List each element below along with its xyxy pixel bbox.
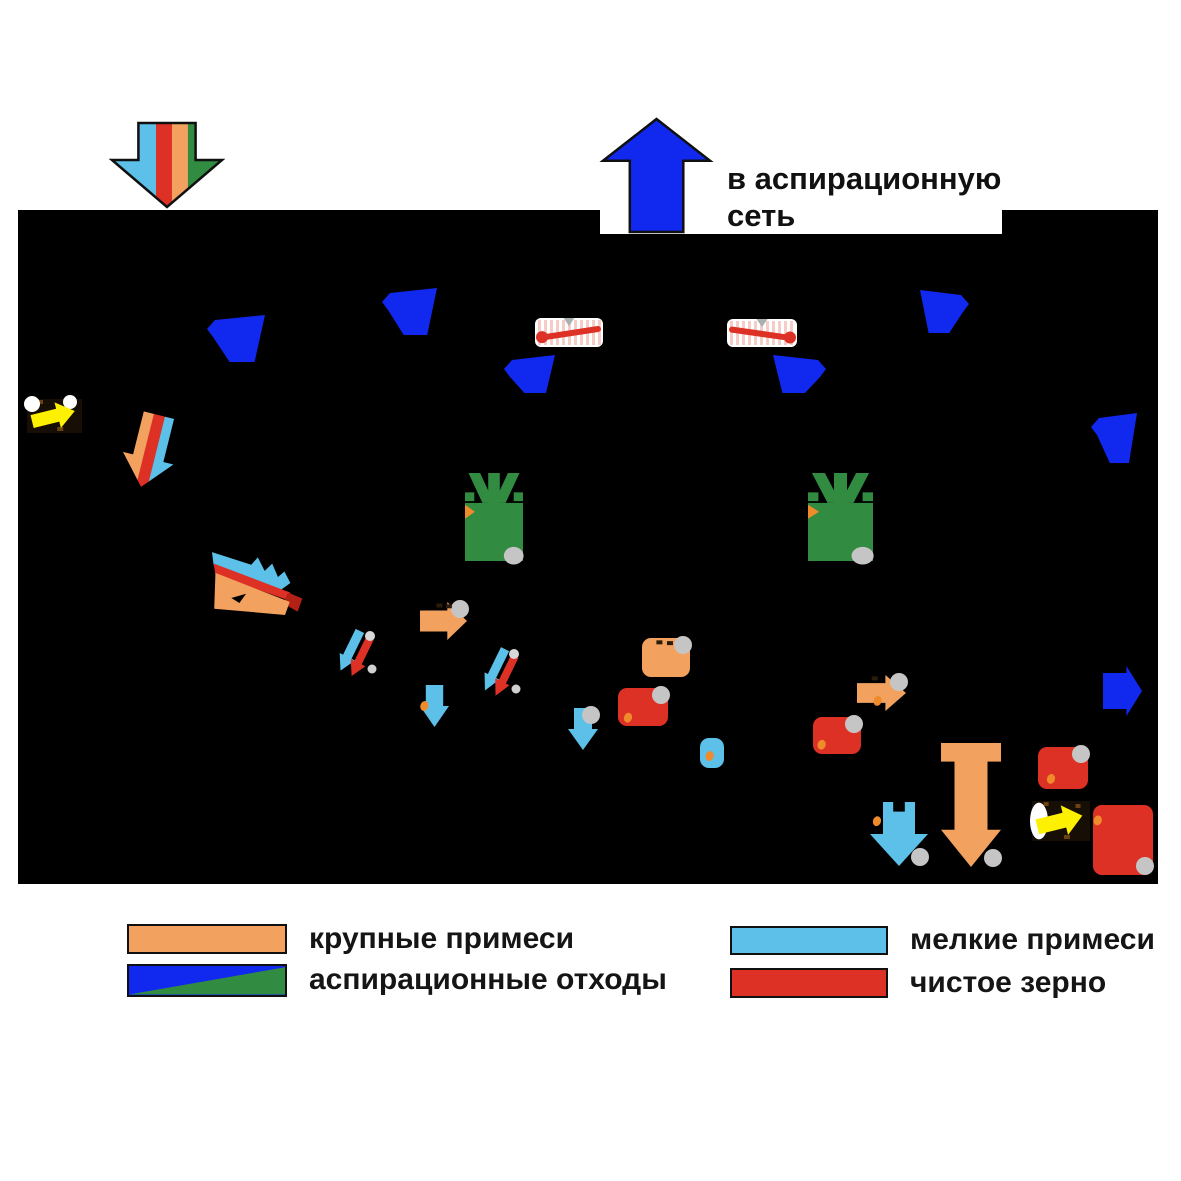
aspiration-caption-line1: в аспирационную (727, 161, 1002, 196)
large-impurity-arrow-2 (857, 673, 908, 711)
air-inlet-arrow-left (207, 315, 265, 362)
clean-grain-blob-1 (618, 686, 670, 726)
aspiration-caption: в аспирационную сеть (727, 160, 1047, 234)
grain-feed-arrow (24, 395, 82, 436)
small-impurity-blob-1 (700, 738, 724, 768)
legend-item-large-impurities: крупные примеси (127, 922, 574, 956)
mixture-drop-arrow (115, 408, 185, 494)
settling-channel-left (465, 473, 524, 565)
small-impurity-arrow-1 (420, 685, 449, 727)
intake-mixture-arrow (108, 121, 226, 209)
legend-label-clean-grain: чистое зерно (910, 966, 1107, 999)
aspiration-caption-line2: сеть (727, 198, 796, 233)
legend-swatch-aspiration-waste (127, 963, 287, 997)
clean-grain-out-blob (1093, 805, 1154, 875)
clean-grain-blob-3 (1038, 745, 1090, 789)
air-duct-arrow-right (920, 290, 969, 333)
legend-swatch-large-impurities (127, 924, 287, 954)
aspiration-return-arrow (1103, 666, 1142, 716)
air-duct-arrow-left (382, 288, 437, 335)
legend-item-small-impurities: мелкие примеси (730, 923, 1155, 957)
large-impurity-arrow-1 (420, 600, 469, 640)
legend-swatch-small-impurities (730, 925, 888, 955)
legend-label-aspiration-waste: аспирационные отходы (309, 963, 667, 996)
channel-air-arrow-left (504, 355, 555, 393)
recirculation-arrow (1091, 413, 1137, 463)
small-impurity-out-arrow (870, 802, 929, 866)
aspiration-out-arrow (599, 117, 714, 234)
grain-slide-arrow-2 (484, 647, 521, 698)
settling-channel-right (808, 473, 874, 565)
large-impurity-blob-1 (642, 636, 692, 677)
small-impurity-arrow-2 (568, 706, 600, 750)
sieve-separation-band (210, 546, 306, 615)
valve-lever-left (535, 318, 603, 347)
grain-slide-arrow-1 (339, 628, 377, 678)
clean-grain-blob-2 (813, 715, 863, 754)
valve-lever-right (727, 319, 797, 347)
large-impurity-out-arrow (941, 743, 1002, 867)
legend-label-small-impurities: мелкие примеси (910, 923, 1155, 956)
legend-label-large-impurities: крупные примеси (309, 922, 575, 955)
legend-swatch-clean-grain (730, 968, 888, 998)
clean-grain-out-arrow (1030, 798, 1090, 844)
legend-item-aspiration-waste: аспирационные отходы (127, 963, 667, 997)
legend-item-clean-grain: чистое зерно (730, 966, 1106, 1000)
channel-air-arrow-right (773, 355, 826, 393)
